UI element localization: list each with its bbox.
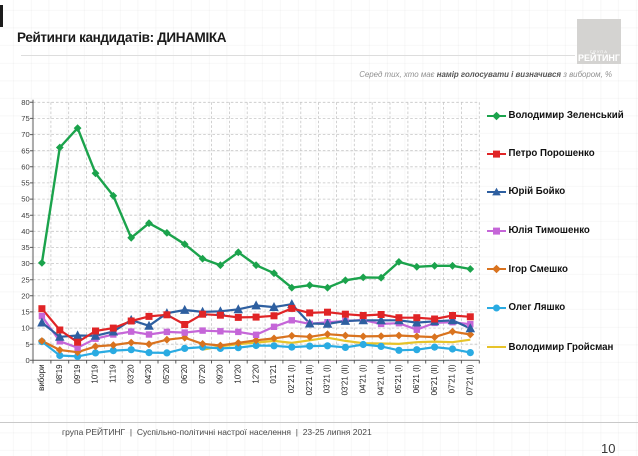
svg-text:11'19: 11'19	[109, 364, 118, 383]
svg-text:10'19: 10'19	[91, 364, 100, 384]
svg-text:12'20: 12'20	[251, 364, 260, 384]
svg-text:20: 20	[21, 291, 29, 300]
svg-text:04'20: 04'20	[144, 364, 153, 384]
svg-text:35: 35	[21, 243, 29, 252]
svg-text:07'21 (І): 07'21 (І)	[448, 364, 457, 393]
svg-text:10'20: 10'20	[234, 364, 243, 384]
svg-text:10: 10	[21, 324, 29, 333]
svg-text:09'20: 09'20	[216, 364, 225, 384]
svg-text:07'21 (ІІ): 07'21 (ІІ)	[466, 364, 475, 395]
svg-text:01'21: 01'21	[269, 365, 278, 384]
svg-text:04'21 (ІІ): 04'21 (ІІ)	[376, 364, 385, 395]
svg-text:09'19: 09'19	[73, 364, 82, 384]
svg-text:45: 45	[21, 211, 29, 220]
svg-text:30: 30	[21, 259, 29, 268]
svg-text:75: 75	[21, 114, 29, 123]
svg-text:80: 80	[21, 98, 29, 107]
svg-text:07'20: 07'20	[198, 364, 207, 384]
svg-text:03'20: 03'20	[126, 364, 135, 384]
svg-text:02'21 (ІІ): 02'21 (ІІ)	[305, 364, 314, 395]
svg-text:08'19: 08'19	[55, 364, 64, 384]
svg-text:02'21 (І): 02'21 (І)	[287, 364, 296, 393]
svg-text:60: 60	[21, 162, 29, 171]
svg-text:50: 50	[21, 195, 29, 204]
svg-text:70: 70	[21, 130, 29, 139]
svg-text:03'21 (І): 03'21 (І)	[323, 364, 332, 393]
svg-text:65: 65	[21, 146, 29, 155]
svg-text:06'20: 06'20	[180, 364, 189, 384]
svg-text:05'21 (І): 05'21 (І)	[394, 364, 403, 393]
svg-text:06'21 (І): 06'21 (І)	[412, 364, 421, 393]
svg-text:55: 55	[21, 179, 29, 188]
svg-text:15: 15	[21, 308, 29, 317]
svg-text:04'21 (І): 04'21 (І)	[358, 364, 367, 393]
svg-text:40: 40	[21, 227, 29, 236]
svg-text:5: 5	[25, 340, 29, 349]
svg-text:25: 25	[21, 275, 29, 284]
svg-text:05'20: 05'20	[162, 364, 171, 384]
svg-text:вибори: вибори	[37, 365, 46, 391]
svg-text:06'21 (ІІ): 06'21 (ІІ)	[430, 364, 439, 395]
svg-text:0: 0	[25, 356, 29, 365]
svg-text:03'21 (ІІ): 03'21 (ІІ)	[341, 364, 350, 395]
